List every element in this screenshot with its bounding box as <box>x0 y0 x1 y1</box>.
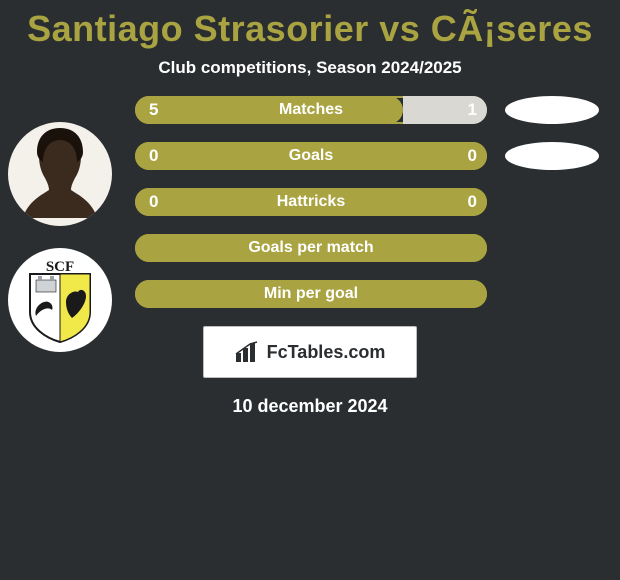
right-player-pill <box>505 142 599 170</box>
comparison-card: Santiago Strasorier vs CÃ¡seres Club com… <box>0 0 620 417</box>
stat-label: Goals per match <box>135 234 487 262</box>
bars-icon <box>235 341 261 363</box>
stats-column: 51Matches 00Goals 00Hattricks Goals per mat… <box>135 96 603 308</box>
subtitle: Club competitions, Season 2024/2025 <box>0 58 620 96</box>
club-crest-icon: SCF <box>22 256 98 344</box>
stat-row: Min per goal <box>135 280 603 308</box>
footer-logo[interactable]: FcTables.com <box>203 326 417 378</box>
club-badge: SCF <box>8 248 112 352</box>
stat-row: 51Matches <box>135 96 603 124</box>
stat-label: Goals <box>135 142 487 170</box>
right-player-pill <box>505 96 599 124</box>
stat-row: Goals per match <box>135 234 603 262</box>
main-area: SCF 51Matches 00Goals 00Hattricks Goals per… <box>0 96 620 308</box>
stat-label: Matches <box>135 96 487 124</box>
player-avatar <box>8 122 112 226</box>
date-line: 10 december 2024 <box>0 396 620 417</box>
stat-label: Min per goal <box>135 280 487 308</box>
page-title: Santiago Strasorier vs CÃ¡seres <box>0 6 620 58</box>
stat-row: 00Hattricks <box>135 188 603 216</box>
svg-text:SCF: SCF <box>46 259 74 275</box>
footer-logo-text: FcTables.com <box>267 342 386 363</box>
avatars-column: SCF <box>8 122 120 352</box>
stat-label: Hattricks <box>135 188 487 216</box>
stat-row: 00Goals <box>135 142 603 170</box>
player-photo-icon <box>17 122 103 226</box>
